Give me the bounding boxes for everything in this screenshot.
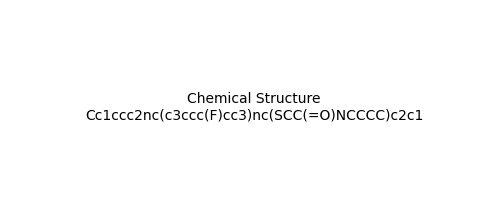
- Text: Chemical Structure
Cc1ccc2nc(c3ccc(F)cc3)nc(SCC(=O)NCCCC)c2c1: Chemical Structure Cc1ccc2nc(c3ccc(F)cc3…: [85, 92, 424, 122]
